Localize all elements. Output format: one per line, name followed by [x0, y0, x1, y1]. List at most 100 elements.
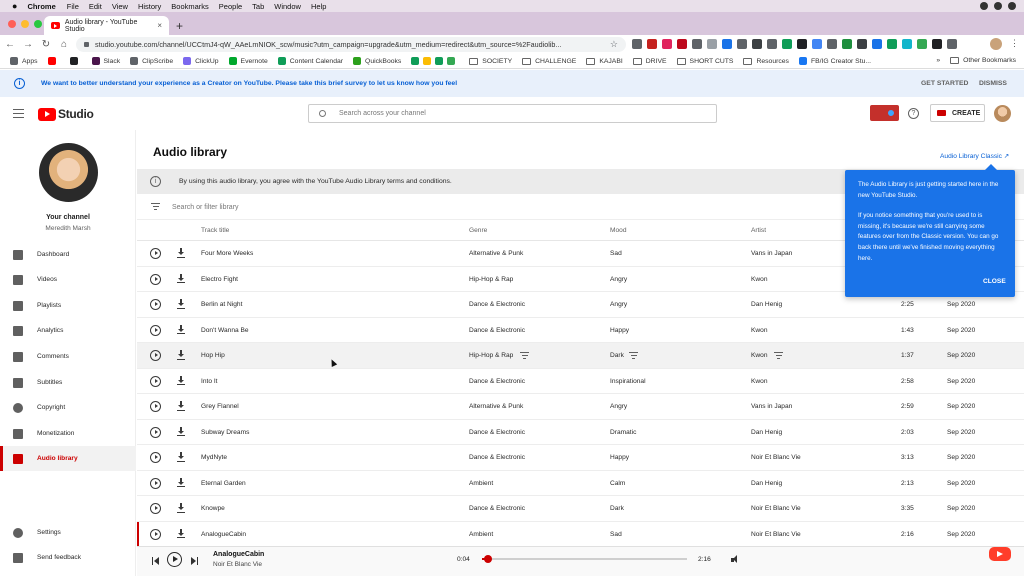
table-row[interactable]: AnalogueCabin Ambient Sad Noir Et Blanc Vie…: [137, 522, 1024, 547]
youtube-logo-icon[interactable]: [989, 547, 1011, 561]
table-row[interactable]: Eternal Garden Ambient Calm Dan Henig 2:13 Se…: [137, 471, 1024, 496]
extension-icon[interactable]: [812, 39, 822, 49]
download-icon[interactable]: [177, 477, 185, 488]
extension-icon[interactable]: [632, 39, 642, 49]
extension-icon[interactable]: [707, 39, 717, 49]
extension-icon[interactable]: [872, 39, 882, 49]
table-row[interactable]: Electro Fight Hip-Hop & Rap Angry Kwon: [137, 267, 1024, 292]
survey-message[interactable]: We want to better understand your experi…: [41, 80, 458, 87]
bookmarks-more-icon[interactable]: »: [936, 57, 941, 64]
bookmark-clickup[interactable]: ClickUp: [183, 57, 219, 65]
sidebar-item-comments[interactable]: Comments: [0, 344, 136, 369]
table-row[interactable]: MydNyte Dance & Electronic Happy Noir Et Bl…: [137, 445, 1024, 471]
table-row[interactable]: Subway Dreams Dance & Electronic Dramatic D…: [137, 420, 1024, 445]
play-icon[interactable]: [150, 248, 161, 259]
sidebar-item-analytics[interactable]: Analytics: [0, 318, 136, 343]
bookmark-evernote[interactable]: Evernote: [228, 57, 268, 65]
puzzle-icon[interactable]: [932, 39, 942, 49]
channel-avatar[interactable]: [39, 143, 98, 202]
browser-tab[interactable]: Audio library - YouTube Studio ×: [44, 16, 169, 35]
table-row[interactable]: Berlin at Night Dance & Electronic Angry Da…: [137, 292, 1024, 318]
menu-help[interactable]: Help: [310, 1, 327, 11]
table-row[interactable]: Knowpe Dance & Electronic Dark Noir Et Blan…: [137, 496, 1024, 522]
play-icon[interactable]: [150, 426, 161, 438]
notifications-button[interactable]: [870, 105, 899, 121]
play-icon[interactable]: [150, 350, 161, 361]
column-genre[interactable]: Genre: [469, 227, 488, 234]
bookmark-content-calendar[interactable]: Content Calendar: [277, 57, 343, 65]
hamburger-menu-icon[interactable]: [13, 109, 24, 120]
table-row[interactable]: Don't Wanna Be Dance & Electronic Happy Kwo…: [137, 318, 1024, 343]
download-icon[interactable]: [177, 452, 185, 462]
extension-icon[interactable]: [737, 39, 747, 49]
filter-mood-icon[interactable]: [629, 352, 638, 361]
play-icon[interactable]: [150, 528, 161, 540]
menu-bookmarks[interactable]: Bookmarks: [171, 1, 209, 11]
play-icon[interactable]: [150, 477, 161, 489]
bookmark-extra-icons[interactable]: [411, 57, 459, 65]
menu-history[interactable]: History: [137, 1, 162, 11]
extension-icon[interactable]: [692, 39, 702, 49]
bookmark-folder-resources[interactable]: Resources: [743, 57, 789, 65]
column-artist[interactable]: Artist: [751, 227, 767, 234]
sidebar-item-audio-library[interactable]: Audio library: [0, 446, 136, 471]
profile-avatar[interactable]: [990, 38, 1002, 50]
channel-search-input[interactable]: Search across your channel: [308, 104, 717, 123]
download-icon[interactable]: [177, 299, 185, 309]
download-icon[interactable]: [177, 273, 185, 284]
bookmark-icon-only[interactable]: [69, 57, 82, 65]
bookmark-apps[interactable]: Apps: [10, 57, 38, 65]
audio-library-classic-link[interactable]: Audio Library Classic ↗: [940, 153, 1010, 160]
play-icon[interactable]: [150, 324, 161, 336]
extension-icon[interactable]: [887, 39, 897, 49]
minimize-window-button[interactable]: [21, 20, 29, 28]
reload-icon[interactable]: ↻: [41, 39, 51, 50]
get-started-button[interactable]: GET STARTED: [921, 80, 969, 87]
extension-icon[interactable]: [782, 39, 792, 49]
play-icon[interactable]: [150, 375, 161, 387]
create-button[interactable]: CREATE: [930, 104, 985, 122]
menu-view[interactable]: View: [111, 1, 128, 11]
studio-logo[interactable]: Studio: [38, 107, 94, 121]
menu-window[interactable]: Window: [274, 1, 301, 11]
column-mood[interactable]: Mood: [610, 227, 627, 234]
status-icon[interactable]: [980, 2, 988, 10]
download-icon[interactable]: [177, 324, 185, 335]
table-row[interactable]: Hop Hip Hip-Hop & Rap Dark Kwon 1:37 Sep 2020: [137, 343, 1024, 369]
extension-icon[interactable]: [917, 39, 927, 49]
play-icon[interactable]: [150, 273, 161, 285]
menu-dots-icon[interactable]: ⋮: [1010, 38, 1019, 48]
dismiss-button[interactable]: DISMISS: [979, 80, 1007, 87]
download-icon[interactable]: [177, 503, 185, 513]
sidebar-item-subtitles[interactable]: Subtitles: [0, 370, 136, 395]
apple-icon[interactable]: ●: [12, 1, 18, 11]
bookmark-folder-society[interactable]: SOCIETY: [469, 57, 512, 65]
column-track-title[interactable]: Track title: [201, 227, 230, 234]
bookmark-youtube[interactable]: [47, 57, 60, 65]
bookmark-folder-drive[interactable]: DRIVE: [632, 57, 667, 65]
other-bookmarks[interactable]: Other Bookmarks: [963, 57, 1016, 64]
sidebar-item-dashboard[interactable]: Dashboard: [0, 242, 136, 267]
bookmark-fb-ig[interactable]: FB/IG Creator Stu...: [798, 57, 871, 65]
menu-edit[interactable]: Edit: [88, 1, 102, 11]
seek-handle[interactable]: [484, 555, 493, 563]
help-icon[interactable]: ?: [908, 108, 919, 119]
table-row[interactable]: Into It Dance & Electronic Inspirational Kw…: [137, 369, 1024, 394]
close-tab-icon[interactable]: ×: [157, 21, 162, 30]
filter-input[interactable]: Search or filter library: [172, 204, 239, 211]
bookmark-quickbooks[interactable]: QuickBooks: [353, 57, 401, 65]
extension-icon[interactable]: [797, 39, 807, 49]
home-icon[interactable]: ⌂: [60, 39, 68, 50]
table-row[interactable]: Grey Flannel Alternative & Punk Angry Vans …: [137, 394, 1024, 420]
filter-artist-icon[interactable]: [774, 352, 783, 361]
extension-icon[interactable]: [842, 39, 852, 49]
extension-icon[interactable]: [857, 39, 867, 49]
menu-people[interactable]: People: [218, 1, 243, 11]
download-icon[interactable]: [177, 426, 185, 437]
sidebar-item-copyright[interactable]: Copyright: [0, 395, 136, 420]
bookmark-star-icon[interactable]: ☆: [609, 39, 618, 49]
extension-icon[interactable]: [722, 39, 732, 49]
next-track-icon[interactable]: [191, 557, 198, 565]
download-icon[interactable]: [177, 248, 185, 258]
menu-app-name[interactable]: Chrome: [27, 1, 56, 11]
